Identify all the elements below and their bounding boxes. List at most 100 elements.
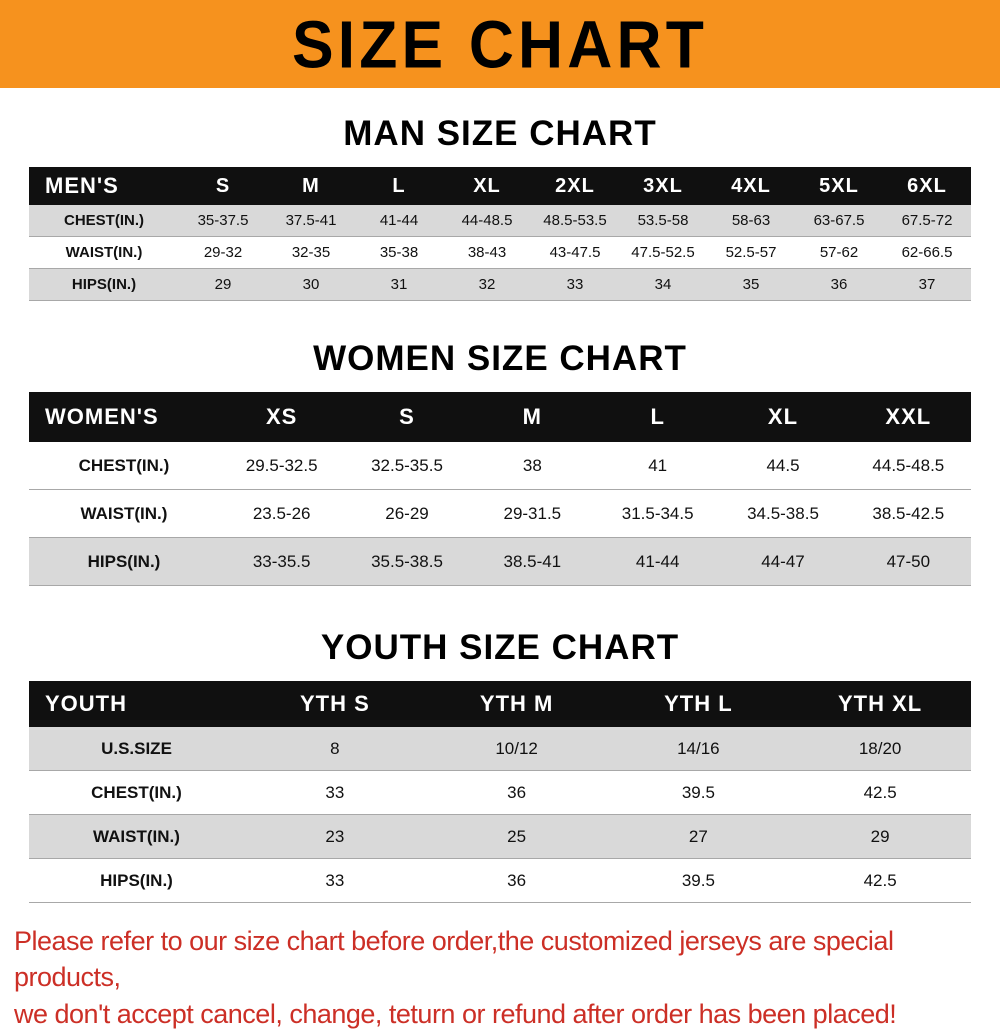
men-section-heading: MAN SIZE CHART [343,114,657,153]
table-cell: 8 [330,738,340,758]
size-chart-title: SIZE CHART [292,6,708,82]
row-label: CHEST(IN.) [78,455,170,475]
table-cell: 33-35.5 [252,551,311,571]
table-row: CHEST(IN.) 35-37.5 37.5-41 41-44 44-48.5 48.5… [29,205,971,237]
table-title-cell: MEN'S [45,173,119,198]
table-cell: 38.5-42.5 [872,503,945,523]
table-cell: 44-48.5 [461,212,513,229]
women-size-table: WOMEN'S XS S M L XL XXL CHEST(IN.) 29.5-32.5 32.5… [29,392,971,586]
table-cell: 26-29 [385,503,429,523]
table-cell: 36 [507,870,527,890]
table-cell: 67.5-72 [901,212,953,229]
table-row: WAIST(IN.) 23.5-26 26-29 29-31.5 31.5-34.5 34… [29,490,971,538]
size-column-header: L [650,404,665,429]
size-column-header: S [215,174,231,197]
size-column-header: L [392,174,406,197]
table-cell: 23.5-26 [252,503,311,523]
table-cell: 47.5-52.5 [631,244,695,261]
table-cell: 23 [325,826,345,846]
row-label: HIPS(IN.) [71,276,137,293]
size-column-header: YTH S [299,691,370,716]
table-cell: 35.5-38.5 [371,551,443,571]
size-column-header: XS [265,404,298,429]
section-youth: YOUTH SIZE CHART YOUTH YTH S YTH M YTH L YTH… [0,628,1000,903]
size-column-header: 5XL [819,174,859,197]
size-column-header: M [522,404,542,429]
table-cell: 34.5-38.5 [747,503,819,523]
table-cell: 39.5 [681,870,715,890]
table-cell: 47-50 [886,551,931,571]
size-column-header: 2XL [555,174,595,197]
size-column-header: 3XL [643,174,683,197]
size-column-header: S [399,404,415,429]
table-cell: 36 [507,782,527,802]
table-row: WAIST(IN.) 23 25 27 29 [29,815,971,859]
size-column-header: 4XL [731,174,771,197]
table-cell: 25 [507,826,527,846]
table-cell: 33 [325,870,345,890]
table-cell: 53.5-58 [637,212,689,229]
table-row: CHEST(IN.) 33 36 39.5 42.5 [29,771,971,815]
row-label: U.S.SIZE [101,738,172,758]
table-cell: 35-37.5 [197,212,249,229]
table-cell: 37 [918,276,936,293]
table-cell: 18/20 [858,738,902,758]
table-cell: 30 [302,276,320,293]
footer-disclaimer: Please refer to our size chart before or… [0,923,1000,1032]
table-cell: 48.5-53.5 [543,212,607,229]
table-cell: 31 [390,276,408,293]
table-cell: 39.5 [681,782,715,802]
table-cell: 35 [742,276,760,293]
row-label: HIPS(IN.) [100,870,173,890]
table-cell: 44.5 [766,455,800,475]
women-section-heading: WOMEN SIZE CHART [313,339,687,378]
row-label: CHEST(IN.) [64,212,144,229]
table-cell: 32.5-35.5 [371,455,443,475]
table-cell: 33 [566,276,584,293]
table-cell: 44-47 [761,551,805,571]
table-cell: 31.5-34.5 [621,503,694,523]
table-cell: 29 [870,826,890,846]
table-cell: 32-35 [291,244,331,261]
table-cell: 43-47.5 [549,244,601,261]
table-header-row: YOUTH YTH S YTH M YTH L YTH XL [29,681,971,727]
youth-section-heading: YOUTH SIZE CHART [320,628,680,667]
section-men: MAN SIZE CHART MEN'S S M L XL 2XL 3XL 4XL 5XL 6XL… [0,114,1000,301]
table-cell: 52.5-57 [725,244,777,261]
table-cell: 29 [214,276,232,293]
table-cell: 41-44 [635,551,680,571]
table-row: WAIST(IN.) 29-32 32-35 35-38 38-43 43-47.5 47.… [29,237,971,269]
table-cell: 42.5 [863,782,897,802]
table-cell: 62-66.5 [901,244,953,261]
size-column-header: YTH L [664,691,733,716]
table-row: HIPS(IN.) 29 30 31 32 33 34 35 36 37 [29,269,971,301]
table-cell: 42.5 [863,870,897,890]
table-cell: 34 [654,276,672,293]
table-cell: 38.5-41 [503,551,562,571]
table-cell: 35-38 [379,244,419,261]
size-column-header: M [302,174,320,197]
table-cell: 33 [325,782,345,802]
table-cell: 58-63 [731,212,771,229]
size-column-header: YTH M [479,691,554,716]
banner: SIZE CHART [0,0,1000,88]
table-cell: 38-43 [467,244,507,261]
footer-line-1: Please refer to our size chart before or… [14,926,894,993]
table-header-row: MEN'S S M L XL 2XL 3XL 4XL 5XL 6XL [29,167,971,205]
row-label: CHEST(IN.) [91,782,182,802]
table-cell: 38 [522,455,542,475]
section-women: WOMEN SIZE CHART WOMEN'S XS S M L XL XXL CHEST(… [0,339,1000,586]
size-column-header: 6XL [907,174,947,197]
row-label: HIPS(IN.) [87,551,161,571]
size-column-header: YTH XL [838,691,923,716]
size-column-header: XL [767,404,799,429]
table-cell: 37.5-41 [285,212,337,229]
table-cell: 14/16 [677,738,720,758]
table-cell: 10/12 [495,738,538,758]
table-cell: 41-44 [379,212,419,229]
table-title-cell: YOUTH [45,691,127,716]
footer-line-2: we don't accept cancel, change, teturn o… [14,998,897,1029]
size-column-header: XXL [885,404,932,429]
table-row: HIPS(IN.) 33-35.5 35.5-38.5 38.5-41 41-44 44-… [29,538,971,586]
table-title-cell: WOMEN'S [45,404,159,429]
